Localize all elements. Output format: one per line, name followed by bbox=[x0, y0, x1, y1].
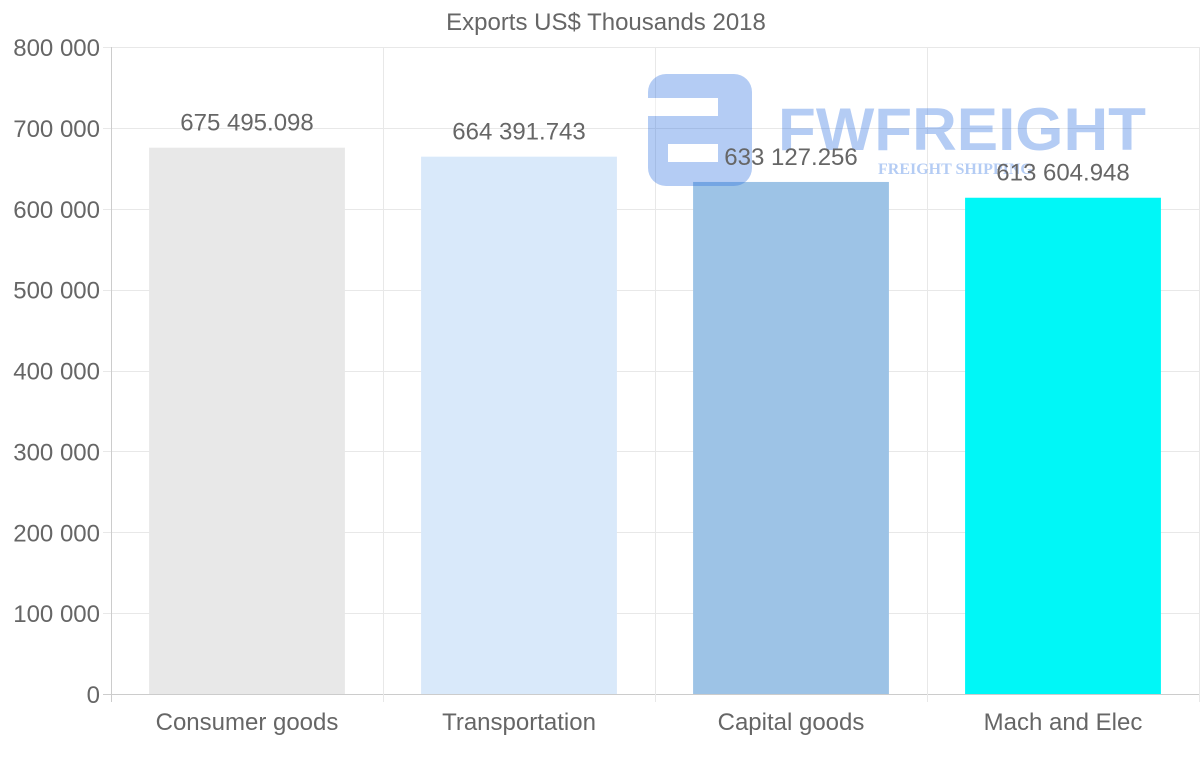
y-tick-label: 400 000 bbox=[13, 359, 100, 386]
x-tick-label: Mach and Elec bbox=[984, 709, 1143, 736]
data-label: 613 604.948 bbox=[996, 160, 1129, 187]
data-labels: 675 495.098 664 391.743 633 127.256 613 604… bbox=[180, 110, 1129, 187]
bars bbox=[149, 147, 1161, 695]
y-tick-label: 200 000 bbox=[13, 520, 100, 547]
y-axis-ticks: 0 100 000 200 000 300 000 400 000 500 000 600 … bbox=[13, 35, 100, 709]
y-tick-label: 100 000 bbox=[13, 601, 100, 628]
y-tick-label: 0 bbox=[87, 682, 100, 709]
bar bbox=[965, 197, 1161, 694]
bar bbox=[693, 181, 889, 695]
x-tick-label: Consumer goods bbox=[156, 709, 339, 736]
y-tick-label: 300 000 bbox=[13, 439, 100, 466]
y-tick-label: 600 000 bbox=[13, 197, 100, 224]
chart-title: Exports US$ Thousands 2018 bbox=[446, 9, 766, 36]
watermark-logo-mark bbox=[648, 74, 752, 186]
data-label: 633 127.256 bbox=[724, 144, 857, 171]
x-tick-label: Transportation bbox=[442, 709, 596, 736]
watermark-brand: FWFREIGHT bbox=[778, 96, 1146, 163]
x-axis-ticks: Consumer goods Transportation Capital good… bbox=[156, 709, 1143, 736]
y-tick-label: 700 000 bbox=[13, 116, 100, 143]
y-tick-label: 800 000 bbox=[13, 35, 100, 62]
watermark-tagline: FREIGHT SHIPPING bbox=[878, 161, 1033, 178]
y-tick-label: 500 000 bbox=[13, 278, 100, 305]
bar bbox=[149, 147, 345, 694]
bar bbox=[421, 156, 617, 695]
data-label: 675 495.098 bbox=[180, 110, 313, 137]
data-label: 664 391.743 bbox=[452, 119, 585, 146]
x-tick-label: Capital goods bbox=[718, 709, 865, 736]
watermark-logo: FWFREIGHT FREIGHT SHIPPING bbox=[648, 74, 1146, 186]
